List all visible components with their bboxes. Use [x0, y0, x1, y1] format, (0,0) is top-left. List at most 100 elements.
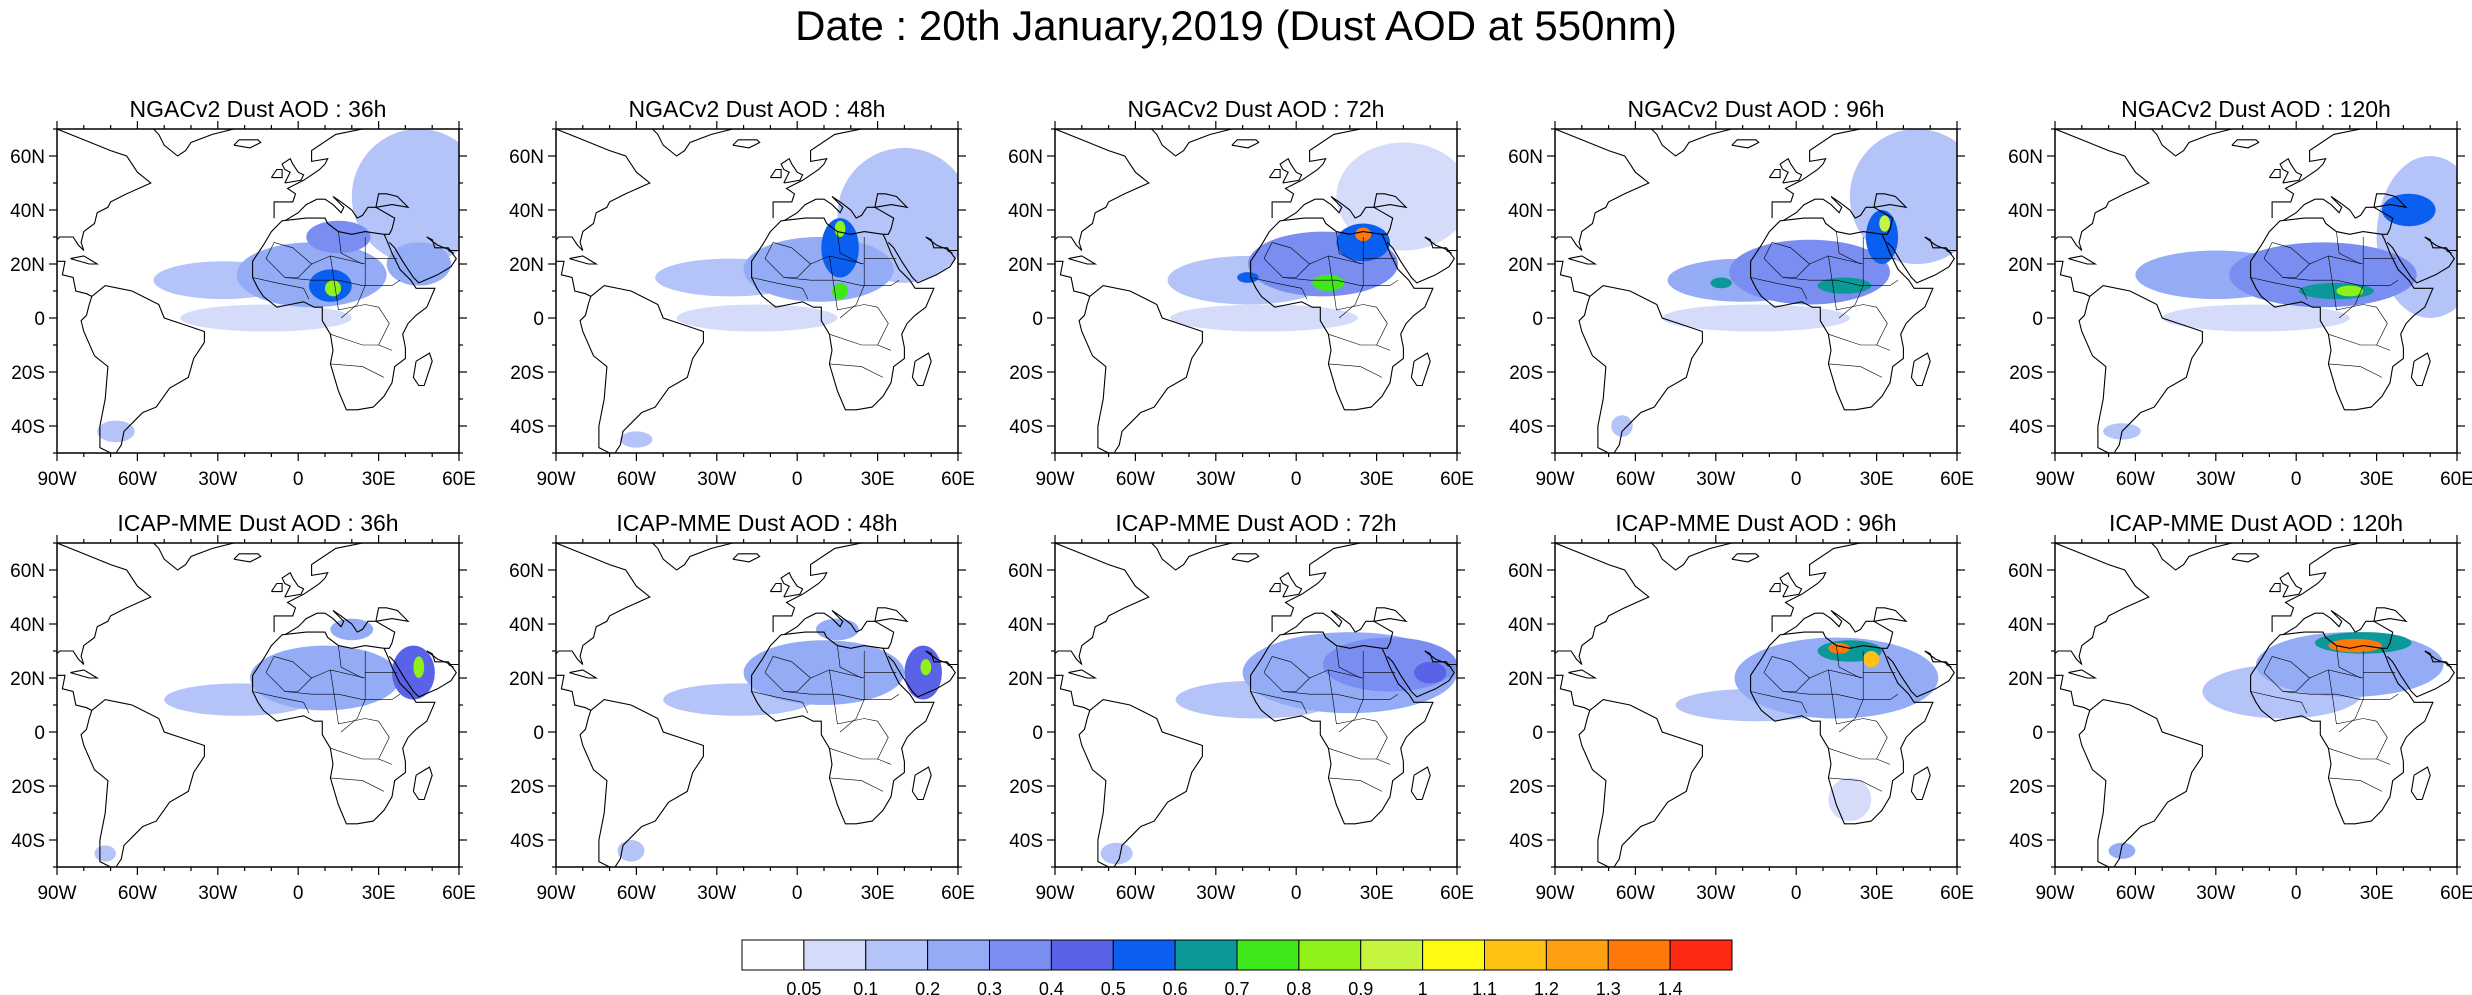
country-border: [2328, 669, 2377, 725]
x-tick-label: 90W: [536, 469, 575, 490]
coastline-middle-east: [1373, 620, 1394, 649]
y-tick-label: 20S: [2009, 777, 2043, 798]
country-border: [2328, 363, 2383, 378]
x-tick-label: 60W: [1116, 469, 1155, 490]
aod-blob: [1414, 661, 1447, 684]
coastline-madagascar: [911, 352, 932, 387]
country-border: [1282, 691, 1399, 700]
aod-blob: [1355, 227, 1372, 242]
y-tick-label: 60N: [509, 561, 544, 582]
coastline-cuba: [1068, 255, 1098, 265]
y-tick-label: 60N: [509, 147, 544, 168]
map-panel: 90W 60W 30W 0 30E 60E 60N 40N 20N 0 20S 40S ICAP-MME…: [1508, 510, 1974, 904]
coastline-europe: [1271, 543, 1377, 633]
coastline-central-america: [1555, 260, 1591, 297]
aod-blob: [351, 129, 459, 264]
y-tick-label: 20S: [2009, 363, 2043, 384]
y-tick-label: 0: [1032, 309, 1043, 330]
coastline-europe: [273, 543, 379, 633]
coastline-iceland: [732, 139, 761, 149]
x-tick-label: 0: [293, 469, 304, 490]
country-border: [1328, 669, 1377, 725]
coastline-cuba: [1568, 255, 1598, 265]
country-border: [1828, 777, 1883, 792]
x-tick-label: 90W: [2035, 883, 2074, 904]
coastline-persian-coast: [1924, 236, 1957, 252]
x-tick-label: 60W: [1616, 469, 1655, 490]
y-tick-label: 0: [34, 309, 45, 330]
country-border: [330, 255, 379, 311]
y-tick-label: 40S: [1509, 417, 1543, 438]
coastline-madagascar: [1910, 352, 1931, 387]
country-border: [1782, 691, 1899, 700]
coastline-madagascar: [911, 766, 932, 801]
x-tick-label: 60W: [1116, 883, 1155, 904]
coastline-middle-east: [874, 620, 895, 649]
coastline-central-america: [57, 260, 93, 297]
coastline-black-sea: [375, 607, 410, 623]
x-tick-label: 0: [2291, 883, 2302, 904]
map-panel: 90W 60W 30W 0 30E 60E 60N 40N 20N 0 20S 40S ICAP-MME…: [509, 510, 975, 904]
y-tick-label: 40N: [1008, 201, 1043, 222]
coastline-europe: [2271, 129, 2377, 219]
map-panel: 90W 60W 30W 0 30E 60E 60N 40N 20N 0 20S 40S ICAP-MME…: [1008, 510, 1474, 904]
colorbar-swatch: [1112, 939, 1176, 971]
aod-blob: [1170, 304, 1358, 332]
aod-blob: [676, 304, 838, 332]
panel-title: ICAP-MME Dust AOD : 48h: [616, 510, 897, 536]
x-tick-label: 60W: [118, 469, 157, 490]
panel-title: ICAP-MME Dust AOD : 72h: [1115, 510, 1396, 536]
coastline-iceland: [1231, 553, 1260, 563]
aod-field: [1555, 543, 1957, 867]
coastline-south-america: [1078, 285, 1203, 453]
country-border: [1763, 672, 1810, 692]
aod-blob: [815, 618, 859, 641]
x-tick-label: 30W: [2196, 469, 2235, 490]
x-tick-label: 90W: [1535, 469, 1574, 490]
x-tick-label: 30W: [1196, 469, 1235, 490]
coastline-madagascar: [2410, 766, 2431, 801]
country-border: [1828, 333, 1877, 346]
colorbar-label: 0.2: [915, 979, 940, 995]
x-tick-label: 30E: [861, 469, 895, 490]
x-tick-label: 60E: [442, 469, 476, 490]
country-border: [1763, 242, 1773, 259]
coastline-sri-lanka-ish: [1946, 250, 1952, 254]
x-tick-label: 30W: [1696, 883, 1735, 904]
y-tick-label: 40N: [1508, 201, 1543, 222]
country-border: [338, 645, 363, 679]
figure-title: Date : 20th January,2019 (Dust AOD at 55…: [795, 2, 1677, 49]
map-panel: 90W 60W 30W 0 30E 60E 60N 40N 20N 0 20S 40S NGACv2 D…: [1008, 96, 1474, 490]
y-tick-label: 20S: [1009, 777, 1043, 798]
colorbar-label: 0.1: [853, 979, 878, 995]
aod-blob: [1863, 651, 1880, 668]
coastline-central-america: [1055, 674, 1091, 711]
aod-field: [2055, 543, 2457, 867]
coastline-ireland: [270, 168, 283, 179]
x-tick-label: 30W: [198, 469, 237, 490]
colorbar-swatch: [1607, 939, 1671, 971]
coastline-sri-lanka-ish: [947, 250, 953, 254]
country-border: [839, 264, 865, 319]
colorbar-swatch: [1174, 939, 1238, 971]
y-tick-label: 20N: [2008, 669, 2043, 690]
coastline-iceland: [1731, 553, 1760, 563]
x-tick-label: 30E: [362, 469, 396, 490]
country-border: [773, 237, 865, 265]
aod-blob: [1100, 842, 1133, 865]
coastline-north-america: [556, 129, 651, 251]
aod-blob: [249, 645, 401, 711]
country-border: [1272, 237, 1364, 265]
coastline-ireland: [1768, 168, 1781, 179]
coastline-cuba: [1068, 669, 1098, 679]
coastline-north-america: [57, 129, 152, 251]
country-border: [2376, 721, 2391, 765]
coastline-arabia: [1886, 650, 1955, 698]
aod-blob: [2108, 842, 2136, 859]
country-border: [829, 255, 878, 311]
country-border: [2328, 747, 2377, 760]
coastline-north-america: [556, 543, 651, 665]
y-tick-label: 40N: [1008, 615, 1043, 636]
colorbar-swatch: [1669, 939, 1733, 971]
